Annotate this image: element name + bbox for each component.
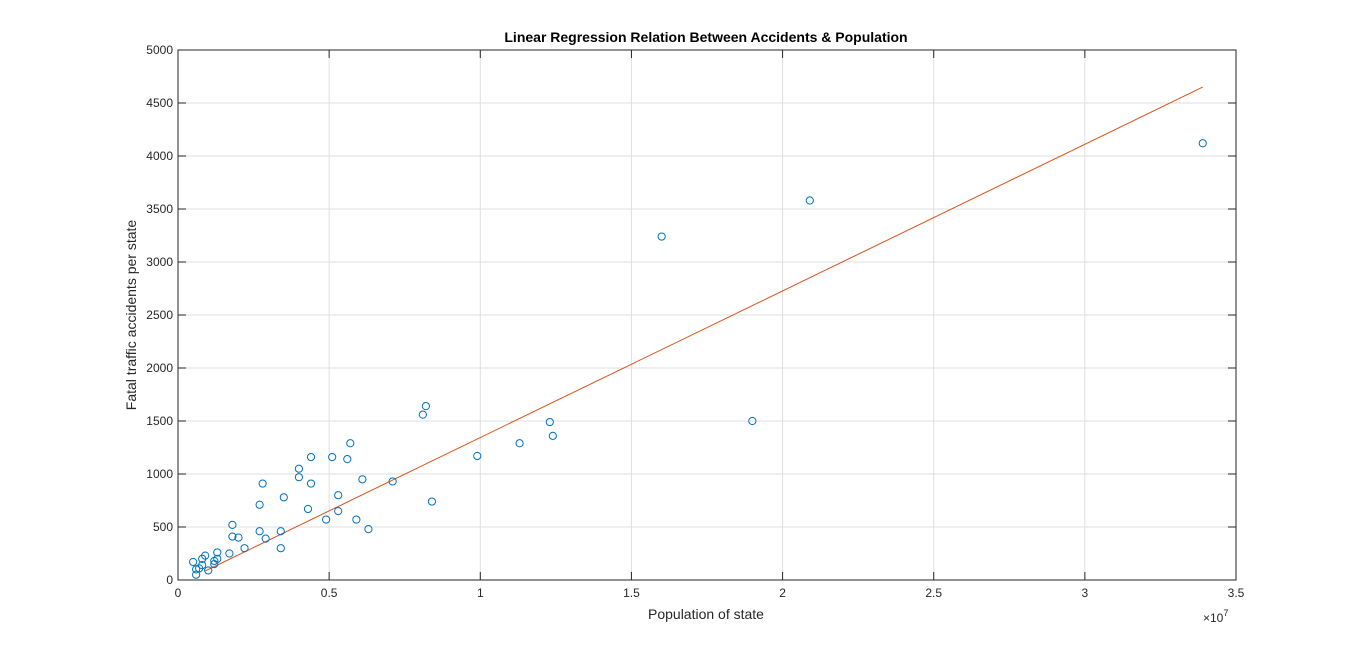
y-tick-label: 4000 (146, 149, 173, 163)
data-point (322, 515, 331, 524)
data-points-layer (189, 139, 1207, 579)
data-point (276, 544, 285, 553)
regression-line-layer (204, 86, 1203, 572)
x-axis-exponent: ×107 (1203, 608, 1228, 625)
data-point (328, 452, 337, 462)
data-point (228, 532, 237, 541)
x-tick-label: 2.5 (925, 586, 942, 600)
data-point (418, 410, 427, 419)
data-point (805, 196, 814, 205)
y-tick-label: 5000 (146, 43, 173, 57)
data-point (279, 493, 288, 502)
data-point (261, 534, 270, 543)
data-point (306, 479, 316, 488)
x-axis-exponent-power: 7 (1223, 608, 1228, 618)
data-point (657, 232, 666, 241)
data-point (276, 527, 285, 536)
data-point (240, 544, 249, 553)
y-tick-label: 4500 (146, 96, 173, 110)
data-point (352, 515, 361, 524)
data-point (427, 497, 437, 506)
data-point (189, 557, 198, 567)
data-point (213, 548, 222, 557)
x-tick-label: 0 (175, 586, 182, 600)
data-point (358, 475, 367, 484)
data-point (303, 504, 313, 514)
data-point (473, 451, 482, 461)
data-point (515, 439, 524, 448)
data-point (364, 525, 373, 534)
y-tick-label: 500 (153, 520, 173, 534)
tick-labels: 0 0.5 1 1.5 2 2.5 3 3.5 0 500 1000 1500 2000 2500 3000… (146, 43, 1244, 600)
data-point (748, 416, 757, 426)
x-tick-label: 2 (779, 586, 786, 600)
data-point (334, 491, 343, 500)
y-tick-label: 3000 (146, 255, 173, 269)
x-axis-title: Population of state (648, 606, 764, 622)
data-point (225, 549, 234, 558)
data-point (306, 452, 316, 462)
chart-title: Linear Regression Relation Between Accid… (504, 29, 907, 45)
data-point (255, 527, 264, 536)
axes (177, 49, 1237, 581)
data-point (1198, 139, 1207, 148)
data-point (388, 477, 397, 486)
data-point (548, 431, 557, 440)
data-point (228, 520, 237, 529)
x-tick-label: 0.5 (321, 586, 338, 600)
regression-line (204, 86, 1203, 572)
data-point (343, 455, 352, 464)
data-point (294, 464, 304, 473)
data-point (213, 554, 222, 563)
data-point (201, 551, 210, 560)
data-point (234, 533, 243, 542)
y-tick-label: 2500 (146, 308, 173, 322)
y-tick-label: 1000 (146, 467, 173, 481)
y-tick-label: 1500 (146, 414, 173, 428)
data-point (198, 561, 207, 570)
y-tick-label: 3500 (146, 202, 173, 216)
data-point (204, 566, 213, 575)
x-tick-label: 3.5 (1228, 586, 1245, 600)
y-tick-label: 0 (166, 573, 173, 587)
x-tick-label: 3 (1082, 586, 1089, 600)
x-tick-label: 1 (477, 586, 484, 600)
data-point (421, 402, 430, 411)
data-point (294, 473, 304, 482)
y-axis-title: Fatal traffic accidents per state (123, 220, 139, 411)
data-point (545, 417, 554, 427)
y-tick-label: 2000 (146, 361, 173, 375)
data-point (255, 500, 264, 509)
grid-lines (178, 50, 1236, 580)
x-axis-exponent-base: ×10 (1203, 611, 1224, 625)
data-point (346, 439, 355, 448)
data-point (258, 479, 267, 488)
x-tick-label: 1.5 (623, 586, 640, 600)
data-point (334, 507, 343, 516)
